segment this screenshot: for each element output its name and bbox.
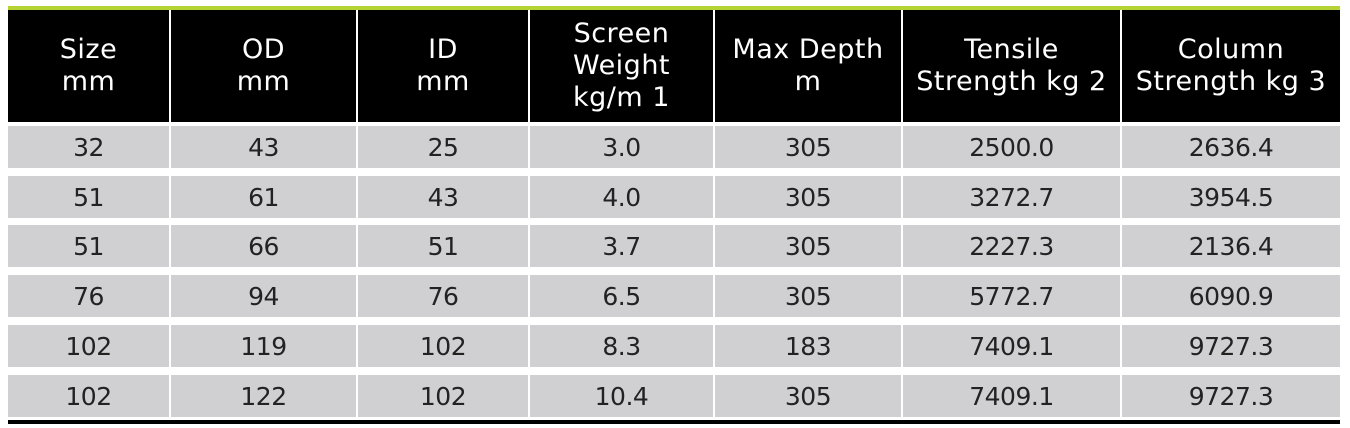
table-row: 76 94 76 6.5 305 5772.7 6090.9 [8, 275, 1340, 317]
cell-tensile-strength: 3272.7 [903, 176, 1122, 218]
table-header-row: Size mm OD mm ID mm Screen Weight kg/m 1… [8, 10, 1340, 122]
table-row: 32 43 25 3.0 305 2500.0 2636.4 [8, 126, 1340, 168]
cell-id: 43 [358, 176, 530, 218]
cell-max-depth: 183 [715, 325, 903, 367]
cell-screen-weight: 3.7 [530, 225, 715, 267]
cell-od: 61 [171, 176, 358, 218]
header-column-strength: Column Strength kg 3 [1135, 34, 1327, 97]
table-row: 102 122 102 10.4 305 7409.1 9727.3 [8, 375, 1340, 417]
cell-size: 102 [8, 375, 171, 417]
cell-tensile-strength: 2500.0 [903, 126, 1122, 168]
cell-screen-weight: 4.0 [530, 176, 715, 218]
cell-size: 102 [8, 325, 171, 367]
header-max-depth: Max Depth m [715, 10, 903, 122]
cell-size: 51 [8, 176, 171, 218]
accent-top-rule [8, 6, 1340, 10]
cell-column-strength: 3954.5 [1188, 182, 1274, 212]
cell-screen-weight: 6.5 [530, 275, 715, 317]
cell-id: 102 [358, 325, 530, 367]
cell-size: 76 [8, 275, 171, 317]
cell-column-strength: 2136.4 [1188, 231, 1274, 261]
cell-od: 43 [171, 126, 358, 168]
cell-od: 122 [171, 375, 358, 417]
cell-max-depth: 305 [715, 126, 903, 168]
cell-id: 51 [358, 225, 530, 267]
cell-column-strength: 2636.4 [1188, 132, 1274, 162]
cell-max-depth: 305 [715, 176, 903, 218]
cell-screen-weight: 10.4 [530, 375, 715, 417]
cell-size: 51 [8, 225, 171, 267]
cell-id: 102 [358, 375, 530, 417]
cell-id: 25 [358, 126, 530, 168]
cell-column-strength: 9727.3 [1188, 381, 1274, 411]
cell-column-strength: 6090.9 [1188, 281, 1274, 311]
spec-table: Size mm OD mm ID mm Screen Weight kg/m 1… [8, 6, 1340, 424]
table-row: 51 66 51 3.7 305 2227.3 2136.4 [8, 225, 1340, 267]
cell-column-strength: 9727.3 [1188, 331, 1274, 361]
cell-od: 94 [171, 275, 358, 317]
cell-max-depth: 305 [715, 375, 903, 417]
header-tensile-strength: Tensile Strength kg 2 [903, 10, 1122, 122]
cell-id: 76 [358, 275, 530, 317]
cell-od: 119 [171, 325, 358, 367]
cell-screen-weight: 3.0 [530, 126, 715, 168]
table-row: 102 119 102 8.3 183 7409.1 9727.3 [8, 325, 1340, 367]
cell-max-depth: 305 [715, 275, 903, 317]
header-screen-weight: Screen Weight kg/m 1 [530, 10, 715, 122]
header-od: OD mm [171, 10, 358, 122]
table-row: 51 61 43 4.0 305 3272.7 3954.5 [8, 176, 1340, 218]
cell-tensile-strength: 7409.1 [903, 375, 1122, 417]
cell-screen-weight: 8.3 [530, 325, 715, 367]
table-body: 32 43 25 3.0 305 2500.0 2636.4 51 61 43 … [8, 122, 1340, 420]
cell-max-depth: 305 [715, 225, 903, 267]
cell-tensile-strength: 7409.1 [903, 325, 1122, 367]
header-size: Size mm [8, 10, 171, 122]
header-id: ID mm [358, 10, 530, 122]
bottom-rule [8, 420, 1340, 424]
cell-size: 32 [8, 126, 171, 168]
cell-od: 66 [171, 225, 358, 267]
cell-tensile-strength: 5772.7 [903, 275, 1122, 317]
cell-tensile-strength: 2227.3 [903, 225, 1122, 267]
